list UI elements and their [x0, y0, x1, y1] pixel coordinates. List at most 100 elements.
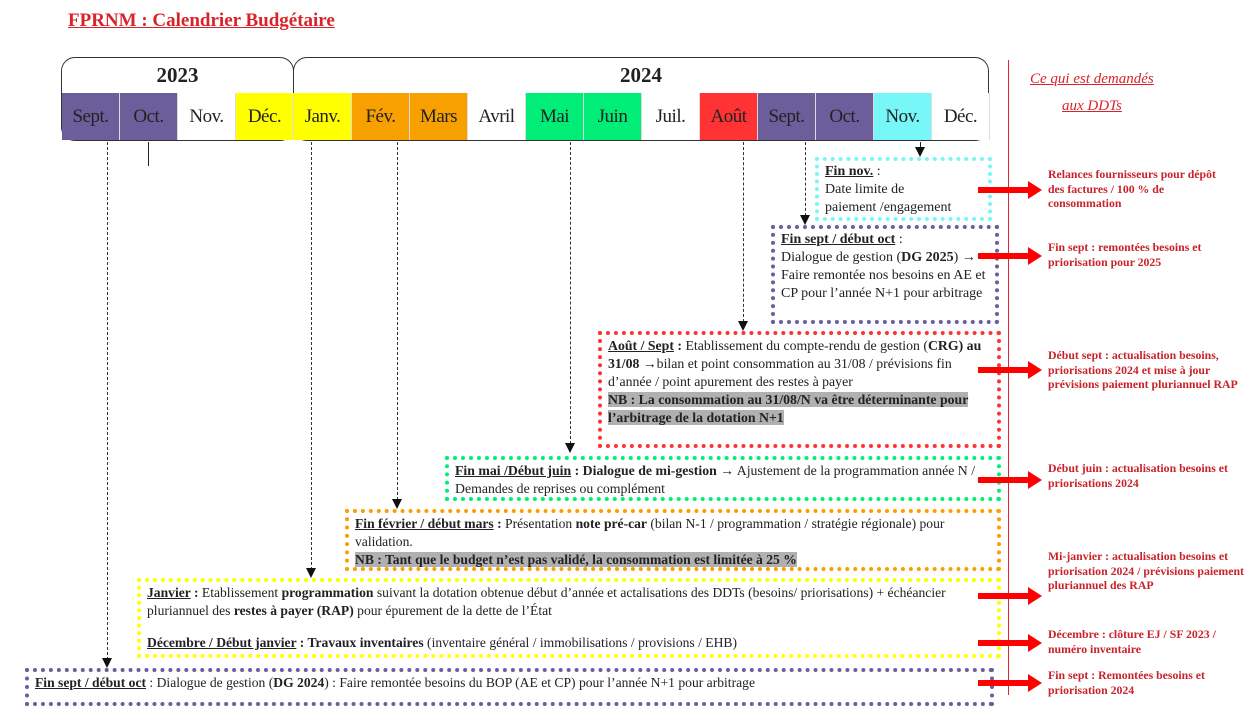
page-title: FPRNM : Calendrier Budgétaire — [68, 10, 335, 31]
connector-janv — [311, 142, 312, 570]
separator-line — [1008, 60, 1009, 695]
box-fin-nov: Fin nov. : Date limite de paiement /enga… — [815, 157, 992, 221]
box-text: Etablissement — [201, 585, 282, 600]
arrow-down-icon — [800, 215, 810, 225]
month-cell: Janv. — [294, 93, 352, 140]
box-dg-2024: Fin sept / début oct : Dialogue de gesti… — [25, 668, 994, 706]
box-bold: restes à payer (RAP) — [233, 603, 354, 618]
arrow-down-icon — [102, 658, 112, 668]
red-arrow-icon — [978, 674, 1042, 692]
box-heading: Fin sept / début oct — [35, 675, 147, 690]
sep: : — [493, 516, 506, 531]
month-cell: Déc. — [236, 93, 294, 140]
red-arrow-icon — [978, 181, 1042, 199]
connector-sept-2023 — [107, 142, 108, 660]
red-arrow-icon — [978, 247, 1042, 265]
sep: : — [296, 635, 308, 650]
connector-sept-2024 — [805, 142, 806, 216]
arrow-down-icon — [738, 321, 748, 331]
arrow-down-icon — [565, 443, 575, 453]
red-arrow-icon — [978, 587, 1042, 605]
sep: : — [571, 463, 583, 478]
box-text: (bilan N-1 / programmation / stratégie r… — [355, 516, 945, 549]
box-text: suivant la dotation obtenue début d’anné… — [147, 585, 946, 618]
box-bold: programmation — [281, 585, 374, 600]
box-heading: Fin mai /Début juin — [455, 463, 572, 478]
ddt-note: Fin sept : Remontées besoins et priorisa… — [1048, 668, 1205, 697]
connector-oct-2023 — [148, 142, 149, 166]
year-2023: 2023 — [61, 57, 294, 141]
ddt-header-line: Ce qui est demandés — [1030, 71, 1154, 87]
month-cell: Août — [700, 93, 758, 140]
box-text: Etablissement du compte-rendu de gestion… — [685, 338, 928, 353]
year-label: 2023 — [156, 63, 199, 87]
month-cell: Sept. — [62, 93, 120, 140]
month-cell: Juin — [584, 93, 642, 140]
ddt-note: Relances fournisseurs pour dépôt des fac… — [1048, 167, 1216, 210]
box-heading: Fin février / début mars — [355, 516, 494, 531]
box-bold: Dialogue de mi-gestion — [582, 463, 717, 478]
box-bold: note pré-car — [575, 516, 647, 531]
box-text: Dialogue de gestion ( — [781, 250, 902, 265]
box-aout-sept: Août / Sept : Etablissement du compte-re… — [598, 331, 1001, 448]
ddt-note: Début sept : actualisation besoins, prio… — [1048, 348, 1238, 391]
box-dg-2025: Fin sept / début oct : Dialogue de gesti… — [771, 225, 999, 324]
box-text: ) → Faire remontée nos besoins en AE et … — [781, 250, 986, 301]
month-cell: Sept. — [758, 93, 816, 140]
box-text: ) : Faire remontée besoins du BOP (AE et… — [324, 675, 755, 690]
red-arrow-icon — [978, 471, 1042, 489]
box-bold: CRG) au 31/08 — [608, 338, 982, 371]
box-note-pre-car: Fin février / début mars : Présentation … — [345, 509, 1001, 571]
box-text: →bilan et point consommation au 31/08 / … — [608, 356, 952, 389]
arrow-down-icon — [306, 568, 316, 578]
box-mi-gestion: Fin mai /Début juin : Dialogue de mi-ges… — [445, 456, 1001, 501]
nb-note: NB : La consommation au 31/08/N va être … — [608, 392, 969, 425]
ddt-header-line: aux DDTs — [1062, 98, 1122, 114]
box-text: paiement /engagement — [825, 200, 952, 215]
arrow-down-icon — [392, 499, 402, 509]
box-heading: Janvier — [147, 585, 191, 600]
month-cell: Nov. — [178, 93, 236, 140]
connector-fev — [397, 142, 398, 500]
connector-nov-2024 — [920, 142, 921, 148]
box-text: Date limite de — [825, 182, 905, 197]
sep: : — [146, 675, 157, 690]
month-cell: Juil. — [642, 93, 700, 140]
ddt-note: Décembre : clôture EJ / SF 2023 / numéro… — [1048, 627, 1216, 656]
box-bold: DG 2024 — [273, 675, 325, 690]
box-heading: Décembre / Début janvier — [147, 635, 297, 650]
month-cell: Déc. — [932, 93, 990, 140]
box-heading: Août / Sept — [608, 338, 674, 353]
arrow-down-icon — [915, 147, 925, 157]
ddt-note: Mi-janvier : actualisation besoins et pr… — [1048, 549, 1244, 592]
box-text: → Ajustement de la programmation année N… — [455, 463, 976, 496]
month-cell: Avril — [468, 93, 526, 140]
red-arrow-icon — [978, 361, 1042, 379]
connector-aout — [743, 142, 744, 322]
box-programmation: Janvier : Etablissement programmation su… — [137, 578, 1001, 658]
month-cell: Mai — [526, 93, 584, 140]
ddt-note: Début juin : actualisation besoins et pr… — [1048, 461, 1228, 490]
box-text: Présentation — [505, 516, 576, 531]
month-cell: Mars — [410, 93, 468, 140]
sep: : — [895, 232, 903, 247]
month-cell: Fév. — [352, 93, 410, 140]
ddt-header: Ce qui est demandés aux DDTs — [1030, 66, 1154, 120]
year-label: 2024 — [620, 63, 662, 87]
sep: : — [190, 585, 202, 600]
box-text: pour épurement de la dette de l’État — [353, 603, 552, 618]
month-cell: Nov. — [874, 93, 932, 140]
sep: : — [873, 164, 881, 179]
month-cell: Oct. — [120, 93, 178, 140]
nb-note: NB : Tant que le budget n’est pas validé… — [355, 552, 797, 567]
sep: : — [673, 338, 686, 353]
connector-mai — [570, 142, 571, 444]
box-text: (inventaire général / immobilisations / … — [423, 635, 738, 650]
box-text: Dialogue de gestion ( — [156, 675, 274, 690]
month-cell: Oct. — [816, 93, 874, 140]
ddt-note: Fin sept : remontées besoins et priorisa… — [1048, 240, 1202, 269]
box-heading: Fin nov. — [825, 164, 874, 179]
box-bold: DG 2025 — [901, 250, 954, 265]
red-arrow-icon — [978, 634, 1042, 652]
box-bold: Travaux inventaires — [307, 635, 424, 650]
